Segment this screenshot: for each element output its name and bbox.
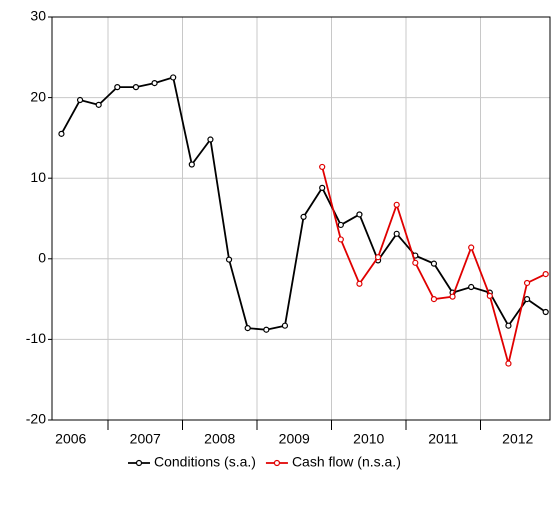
- data-point: [319, 184, 326, 191]
- data-point: [374, 254, 382, 261]
- data-point: [300, 213, 307, 220]
- y-tick-label: 20: [30, 88, 46, 104]
- data-point: [170, 74, 177, 81]
- x-tick-label: 2006: [55, 431, 86, 447]
- y-tick-label: -20: [26, 411, 46, 427]
- plot-frame: [51, 16, 551, 421]
- data-point: [468, 283, 475, 291]
- data-point: [523, 279, 531, 287]
- data-point: [542, 308, 549, 316]
- y-tick-label: 10: [30, 169, 46, 185]
- data-point: [505, 360, 512, 367]
- data-point: [319, 163, 326, 171]
- data-point: [356, 280, 363, 287]
- data-point: [207, 136, 214, 143]
- x-tick-label: 2007: [130, 431, 161, 447]
- data-point: [523, 296, 531, 303]
- data-point: [505, 322, 512, 329]
- series-line: [60, 76, 547, 331]
- x-tick-label: 2009: [279, 431, 310, 447]
- data-point: [337, 221, 344, 229]
- y-tick-label: 0: [38, 250, 46, 266]
- legend-label: Cash flow (n.s.a.): [292, 454, 401, 470]
- data-point: [76, 96, 84, 104]
- data-point: [114, 84, 121, 91]
- data-point: [132, 84, 140, 91]
- legend-marker: [273, 459, 281, 467]
- data-point: [281, 322, 289, 329]
- data-point: [468, 244, 475, 251]
- data-point: [430, 260, 438, 267]
- legend-label: Conditions (s.a.): [154, 454, 256, 470]
- x-tick-label: 2010: [353, 431, 384, 447]
- y-tick-label: -10: [26, 330, 46, 346]
- data-point: [151, 79, 158, 87]
- data-point: [393, 201, 400, 208]
- data-point: [412, 259, 419, 266]
- data-point: [337, 236, 344, 243]
- data-point: [486, 292, 493, 299]
- data-point: [244, 325, 251, 332]
- data-point: [393, 230, 400, 237]
- y-tick-label: 30: [30, 8, 46, 24]
- data-point: [430, 296, 438, 303]
- data-point: [95, 101, 102, 108]
- data-point: [449, 293, 456, 300]
- data-point: [225, 256, 233, 263]
- data-point: [356, 211, 363, 218]
- data-point: [58, 130, 65, 137]
- data-point: [188, 161, 195, 168]
- legend-marker: [135, 459, 143, 467]
- data-point: [542, 271, 549, 278]
- x-tick-label: 2011: [428, 431, 458, 447]
- data-point: [263, 326, 270, 333]
- x-tick-label: 2012: [502, 431, 533, 447]
- x-tick-label: 2008: [204, 431, 235, 447]
